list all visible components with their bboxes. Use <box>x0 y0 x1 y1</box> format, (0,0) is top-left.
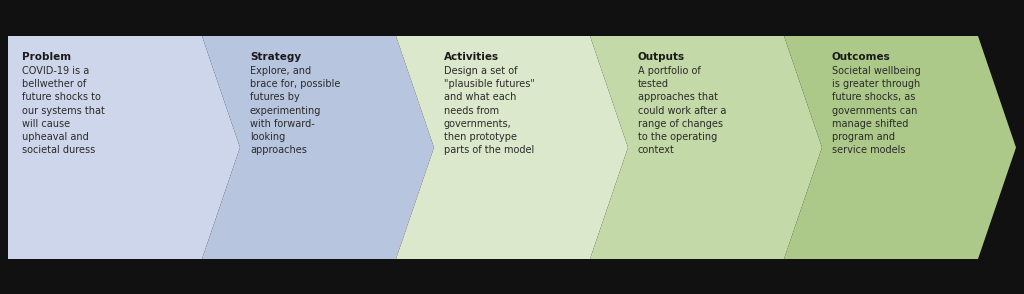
Text: Explore, and
brace for, possible
futures by
experimenting
with forward-
looking
: Explore, and brace for, possible futures… <box>250 66 340 155</box>
Polygon shape <box>8 36 240 259</box>
Text: Problem: Problem <box>22 52 71 62</box>
Polygon shape <box>784 36 1016 259</box>
Text: A portfolio of
tested
approaches that
could work after a
range of changes
to the: A portfolio of tested approaches that co… <box>638 66 726 155</box>
Text: Design a set of
"plausible futures"
and what each
needs from
governments,
then p: Design a set of "plausible futures" and … <box>444 66 535 155</box>
Text: Activities: Activities <box>444 52 499 62</box>
Polygon shape <box>590 36 822 259</box>
Text: Strategy: Strategy <box>250 52 301 62</box>
Text: COVID-19 is a
bellwether of
future shocks to
our systems that
will cause
upheava: COVID-19 is a bellwether of future shock… <box>22 66 104 155</box>
Text: Outputs: Outputs <box>638 52 685 62</box>
Polygon shape <box>396 36 628 259</box>
Text: Societal wellbeing
is greater through
future shocks, as
governments can
manage s: Societal wellbeing is greater through fu… <box>831 66 921 155</box>
Text: Outcomes: Outcomes <box>831 52 891 62</box>
Polygon shape <box>202 36 434 259</box>
